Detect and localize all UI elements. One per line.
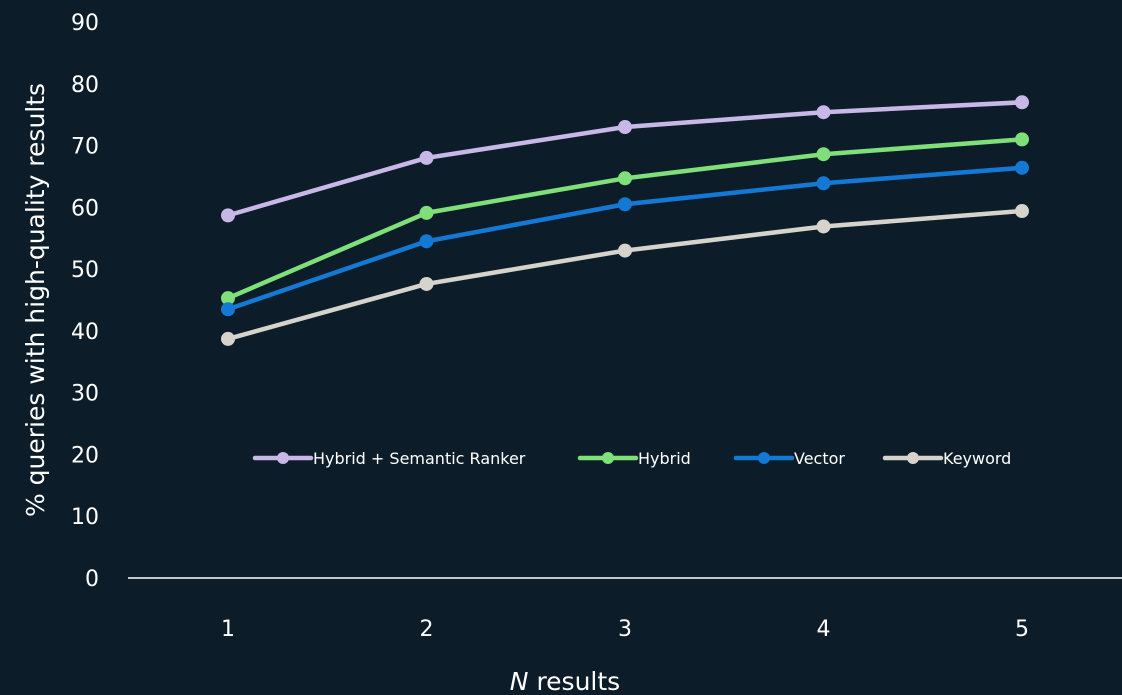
x-tick-label: 1 [221, 617, 235, 642]
y-tick-label: 30 [71, 382, 99, 407]
y-tick-label: 70 [71, 135, 99, 160]
legend-label: Vector [794, 449, 845, 468]
y-tick-label: 60 [71, 196, 99, 221]
data-point [816, 105, 831, 120]
data-point [816, 176, 831, 191]
data-point [816, 219, 831, 234]
data-point [419, 205, 434, 220]
legend: Hybrid + Semantic Ranker Hybrid Vector Keyw… [252, 449, 1011, 468]
data-point [1015, 160, 1029, 175]
y-tick-label: 40 [71, 320, 99, 345]
data-point [221, 208, 235, 223]
x-axis-title-italic: N [510, 667, 529, 695]
legend-item: Hybrid + Semantic Ranker [252, 449, 526, 468]
series-group [221, 95, 1029, 346]
legend-label: Keyword [943, 449, 1011, 468]
legend-label: Hybrid [638, 449, 691, 468]
legend-swatch-marker [907, 452, 919, 464]
data-point [1015, 132, 1029, 147]
data-point [419, 234, 434, 249]
data-point [618, 243, 632, 258]
legend-item: Vector [733, 449, 845, 468]
x-axis-ticks: 1 2 3 4 5 [221, 617, 1029, 642]
x-axis-title: N results [510, 667, 620, 695]
x-tick-label: 5 [1015, 617, 1029, 642]
y-axis-ticks: 0 10 20 30 40 50 60 70 80 90 [71, 11, 99, 592]
data-point [221, 302, 235, 317]
legend-item: Keyword [882, 449, 1011, 468]
series-line [225, 165, 1025, 312]
y-tick-label: 20 [71, 443, 99, 468]
legend-swatch-marker [602, 452, 614, 464]
y-tick-label: 50 [71, 258, 99, 283]
data-point [816, 147, 831, 162]
legend-swatch-marker [758, 452, 770, 464]
series-2 [221, 160, 1029, 317]
series-0 [221, 95, 1029, 223]
y-axis-title: % queries with high-quality results [21, 83, 50, 517]
data-point [419, 150, 434, 165]
legend-label: Hybrid + Semantic Ranker [313, 449, 526, 468]
data-point [618, 197, 632, 212]
data-point [1015, 95, 1029, 110]
data-point [419, 276, 434, 291]
y-tick-label: 80 [71, 73, 99, 98]
series-line [225, 208, 1025, 342]
y-tick-label: 90 [71, 11, 99, 36]
x-tick-label: 3 [618, 617, 632, 642]
data-point [1015, 204, 1029, 219]
x-axis-title-rest: results [529, 667, 621, 695]
data-point [221, 291, 235, 306]
x-tick-label: 2 [420, 617, 434, 642]
y-tick-label: 0 [85, 567, 99, 592]
series-1 [221, 132, 1029, 306]
y-tick-label: 10 [71, 505, 99, 530]
x-tick-label: 4 [817, 617, 831, 642]
legend-swatch-marker [277, 452, 289, 464]
data-point [221, 331, 235, 346]
data-point [618, 171, 632, 186]
series-3 [221, 204, 1029, 346]
data-point [618, 120, 632, 135]
legend-item: Hybrid [577, 449, 691, 468]
